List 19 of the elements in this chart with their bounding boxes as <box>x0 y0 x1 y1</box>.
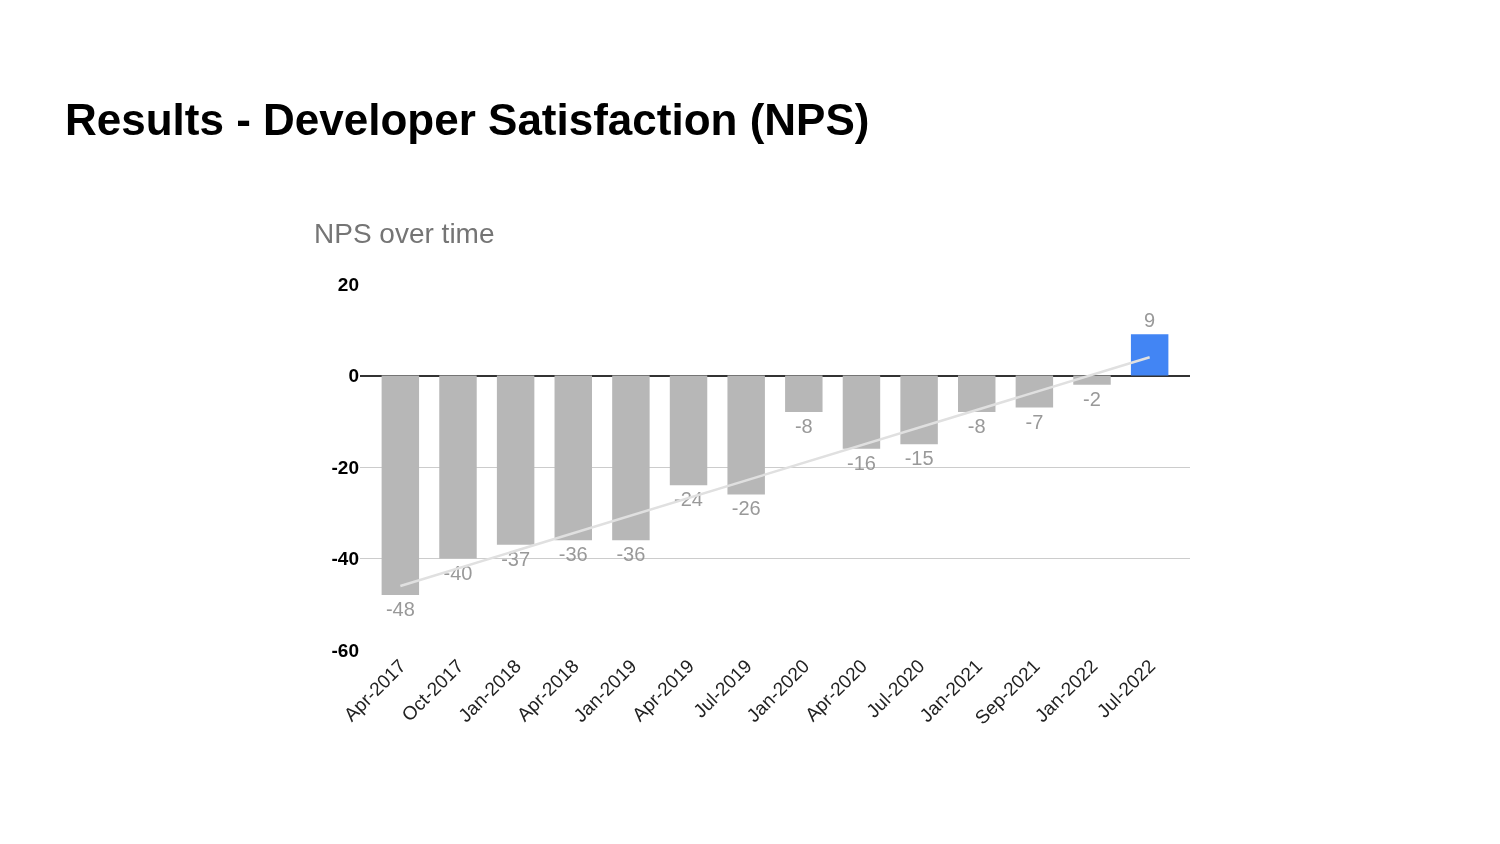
data-label: -15 <box>904 447 934 470</box>
data-label: -37 <box>501 547 531 570</box>
y-tick-label: -60 <box>331 639 359 661</box>
data-label: -48 <box>385 598 415 621</box>
y-tick-label: 20 <box>337 273 359 295</box>
y-tick-label: -20 <box>331 456 359 478</box>
data-label: -36 <box>558 543 588 566</box>
data-label: -7 <box>1025 410 1044 433</box>
data-label: -26 <box>731 497 761 520</box>
data-label: -36 <box>616 543 646 566</box>
data-label: -16 <box>847 451 876 474</box>
chart-title: Results - Developer Satisfaction (NPS) <box>65 95 870 145</box>
data-label: -8 <box>967 415 986 438</box>
chart-subtitle: NPS over time <box>314 218 495 249</box>
y-tick-label: -40 <box>331 548 359 570</box>
y-tick-label: 0 <box>348 365 359 387</box>
data-label: -2 <box>1083 387 1101 410</box>
data-label: -8 <box>794 415 813 438</box>
data-label: 9 <box>1144 309 1156 332</box>
